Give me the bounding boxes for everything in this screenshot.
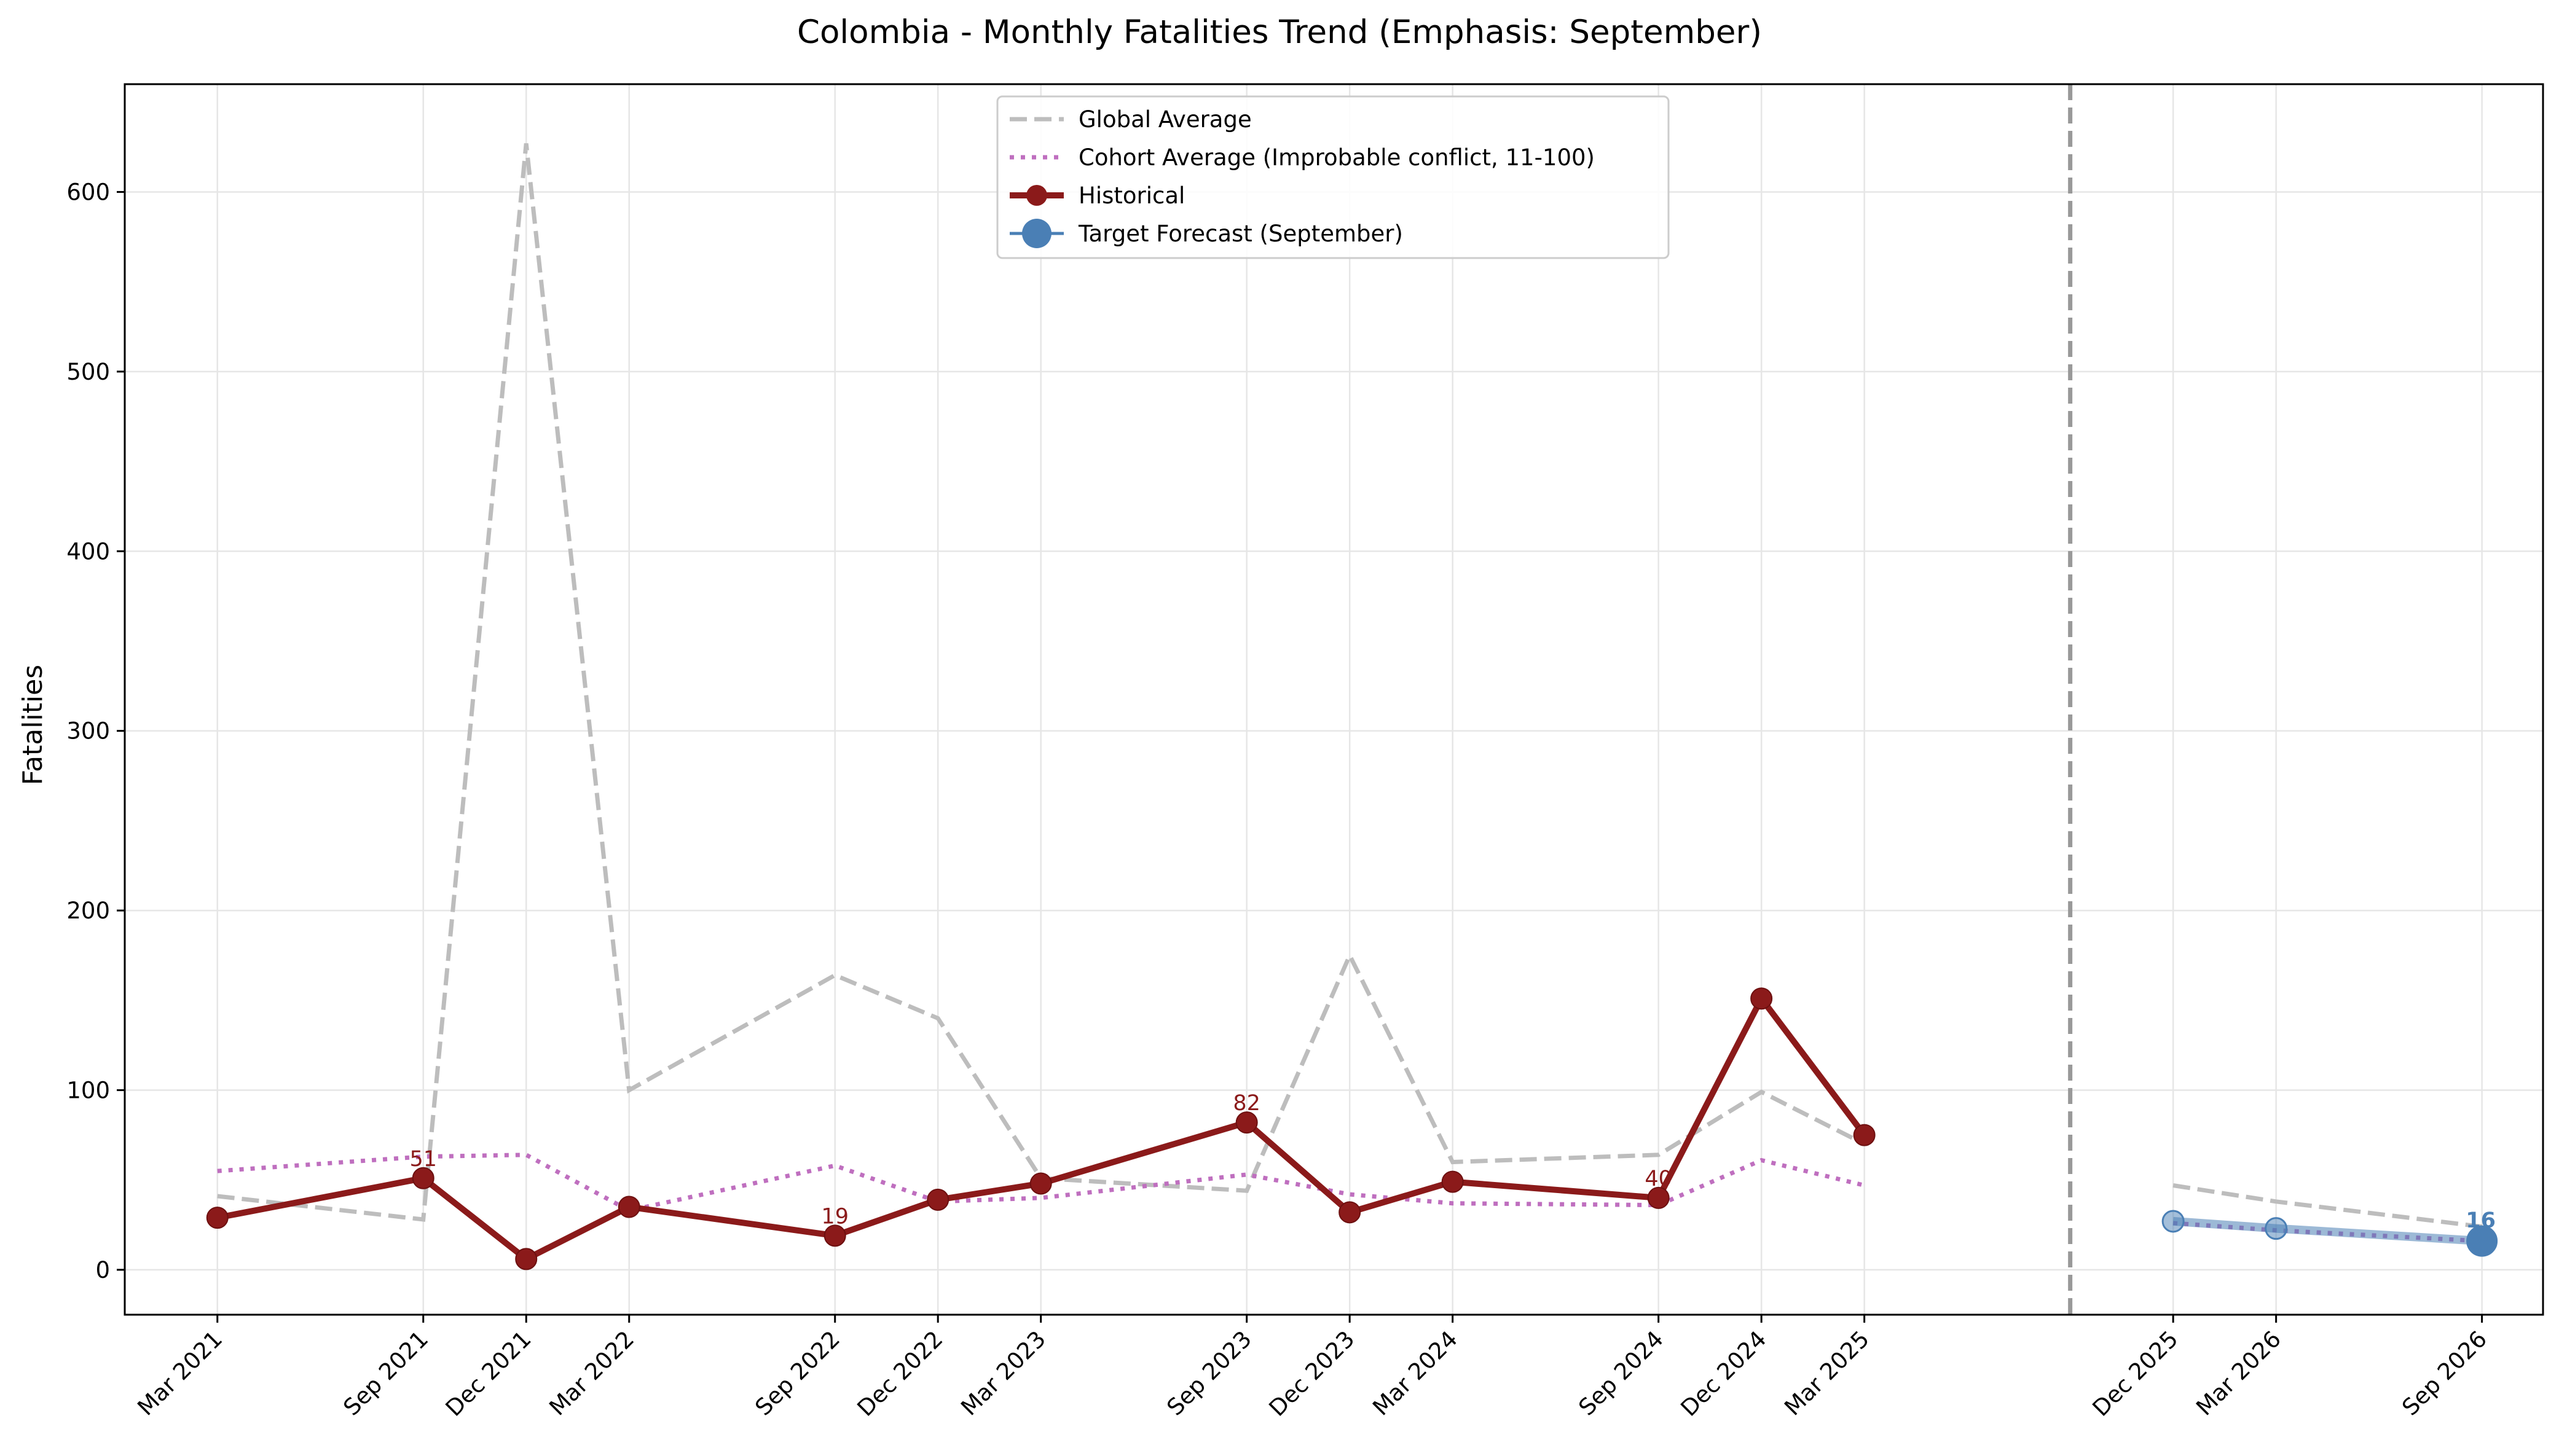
grid-lines (125, 84, 2543, 1315)
legend-label-global-average: Global Average (1079, 106, 1252, 133)
historical-point (1647, 1186, 1670, 1209)
legend: Global Average Cohort Average (Improbable… (996, 95, 1670, 259)
historical-point (618, 1196, 640, 1218)
historical-point (1235, 1111, 1258, 1134)
forecast-point (2466, 1225, 2498, 1257)
historical-data-label: 19 (821, 1204, 849, 1229)
y-tick-label: 500 (66, 359, 110, 385)
series-layer: 16 51 19 82 40 (206, 143, 2498, 1270)
forecast-point (2265, 1217, 2288, 1240)
historical-point (1750, 987, 1773, 1010)
legend-swatch-forecast-marker (1022, 219, 1052, 248)
historical-point (515, 1248, 538, 1270)
y-axis-label: Fatalities (17, 665, 49, 785)
historical-point (1029, 1172, 1052, 1195)
historical-point (1853, 1124, 1876, 1146)
legend-label-historical: Historical (1079, 182, 1185, 209)
y-tick-label: 300 (66, 718, 110, 745)
historical-point (206, 1207, 229, 1229)
historical-point (1338, 1201, 1361, 1224)
y-tick-label: 200 (66, 898, 110, 924)
historical-data-label: 51 (409, 1147, 437, 1172)
forecast-point (2161, 1210, 2185, 1233)
y-tick-label: 100 (66, 1077, 110, 1103)
historical-point (412, 1167, 434, 1189)
historical-data-label: 82 (1233, 1091, 1260, 1116)
y-tick-label: 0 (95, 1257, 110, 1283)
historical-data-label: 40 (1645, 1167, 1672, 1191)
historical-point (927, 1188, 949, 1211)
plot-frame (124, 83, 2544, 1316)
y-tick-label: 600 (66, 179, 110, 205)
historical-point (824, 1224, 846, 1247)
chart-title: Colombia - Monthly Fatalities Trend (Emp… (797, 14, 1762, 51)
legend-swatch-historical-marker (1026, 185, 1047, 206)
legend-label-cohort-average-improbable-conflict-11-100: Cohort Average (Improbable conflict, 11-… (1079, 144, 1595, 171)
legend-label-target-forecast-september: Target Forecast (September) (1078, 221, 1403, 247)
y-tick-label: 400 (66, 538, 110, 565)
historical-point (1441, 1170, 1464, 1193)
series-line-global-average (2172, 1183, 2483, 1229)
forecast-data-label: 16 (2466, 1208, 2496, 1233)
legend-box (996, 95, 1670, 259)
